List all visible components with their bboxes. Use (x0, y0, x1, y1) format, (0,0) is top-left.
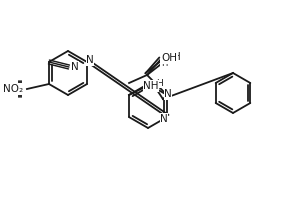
Text: NH: NH (143, 81, 159, 91)
Text: N: N (71, 62, 79, 72)
Text: H: H (173, 52, 181, 62)
Text: N: N (164, 89, 172, 99)
Text: H: H (161, 59, 167, 67)
Text: N: N (160, 114, 168, 124)
Text: H: H (156, 78, 162, 88)
Text: O: O (166, 53, 174, 63)
Text: N: N (86, 55, 94, 65)
Text: NO₂: NO₂ (3, 84, 23, 94)
Text: OH: OH (161, 53, 177, 63)
